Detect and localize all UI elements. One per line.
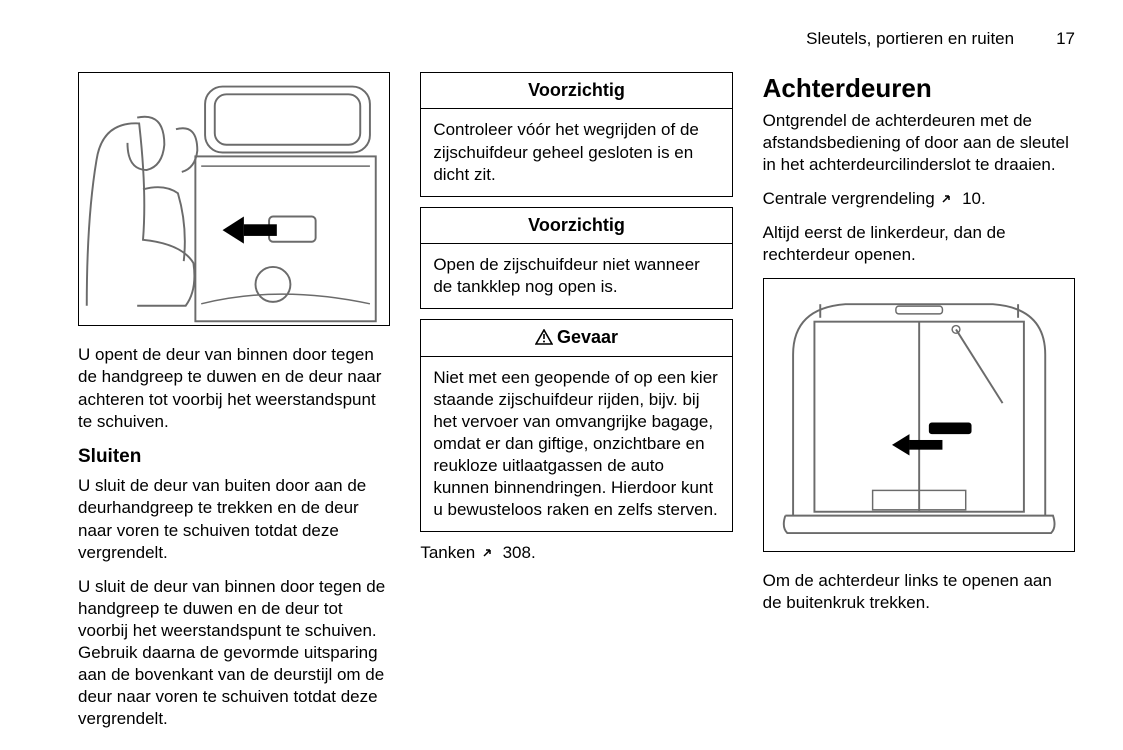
- reference-arrow-icon: [941, 191, 955, 205]
- caution-box-1-title: Voorzichtig: [421, 73, 731, 109]
- refuel-ref-text-b: 308.: [498, 543, 536, 562]
- danger-box: Gevaar Niet met een geopende of op een k…: [420, 319, 732, 532]
- central-lock-ref-text-b: 10.: [957, 189, 985, 208]
- sliding-door-interior-illustration: [78, 72, 390, 326]
- col3-paragraph-2: Altijd eerst de linkerdeur, dan de recht…: [763, 222, 1075, 266]
- caution-box-2-title: Voorzichtig: [421, 208, 731, 244]
- refuel-ref-text-a: Tanken: [420, 543, 480, 562]
- col3-paragraph-1: Ontgrendel de achterdeuren met de afstan…: [763, 110, 1075, 176]
- caution-box-2-body: Open de zijschuifdeur niet wanneer de ta…: [421, 244, 731, 308]
- caution-box-2: Voorzichtig Open de zijschuifdeur niet w…: [420, 207, 732, 310]
- manual-page: Sleutels, portieren en ruiten 17: [0, 0, 1123, 750]
- col1-paragraph-3: U sluit de deur van binnen door tegen de…: [78, 576, 390, 731]
- col3-paragraph-3: Om de achterdeur links te openen aan de …: [763, 570, 1075, 614]
- danger-box-title-text: Gevaar: [557, 327, 618, 347]
- danger-box-title: Gevaar: [421, 320, 731, 356]
- rear-doors-illustration: [763, 278, 1075, 552]
- heading-sluiten: Sluiten: [78, 445, 390, 470]
- refuel-reference: Tanken 308.: [420, 542, 732, 564]
- column-2: Voorzichtig Controleer vóór het wegrijde…: [420, 72, 732, 742]
- caution-box-1-body: Controleer vóór het wegrijden of de zijs…: [421, 109, 731, 195]
- caution-box-1: Voorzichtig Controleer vóór het wegrijde…: [420, 72, 732, 197]
- header-section-title: Sleutels, portieren en ruiten: [806, 28, 1014, 50]
- header-page-number: 17: [1056, 28, 1075, 50]
- danger-box-body: Niet met een geopende of op een kier sta…: [421, 357, 731, 532]
- column-1: U opent de deur van binnen door tegen de…: [78, 72, 390, 742]
- heading-achterdeuren: Achterdeuren: [763, 72, 1075, 106]
- reference-arrow-icon: [482, 545, 496, 559]
- column-3: Achterdeuren Ontgrendel de achterdeuren …: [763, 72, 1075, 742]
- col1-paragraph-1: U opent de deur van binnen door tegen de…: [78, 344, 390, 432]
- page-header: Sleutels, portieren en ruiten 17: [78, 28, 1075, 50]
- central-lock-ref-text-a: Centrale vergrendeling: [763, 189, 940, 208]
- columns: U opent de deur van binnen door tegen de…: [78, 72, 1075, 742]
- warning-triangle-icon: [535, 329, 553, 345]
- central-locking-reference: Centrale vergrendeling 10.: [763, 188, 1075, 210]
- col1-paragraph-2: U sluit de deur van buiten door aan de d…: [78, 475, 390, 563]
